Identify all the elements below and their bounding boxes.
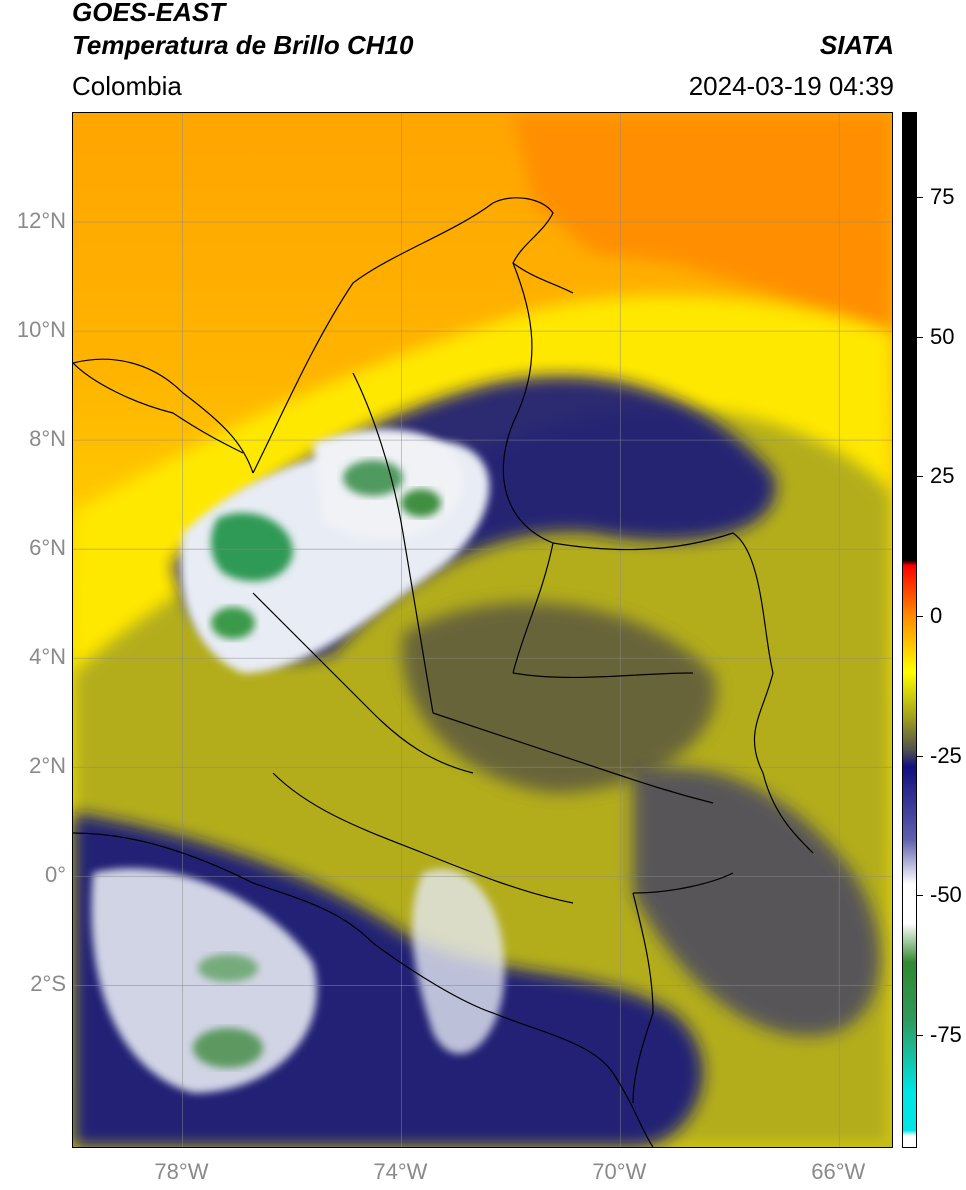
colorbar-label-0: 75 <box>930 183 955 209</box>
cold-core-5 <box>193 1028 263 1068</box>
organization-label: SIATA <box>819 30 894 60</box>
colorbar-tick-5 <box>917 895 923 897</box>
colorbar-tick-6 <box>917 1035 923 1037</box>
lon-label-2: 70°W <box>592 1159 647 1184</box>
lat-label-7: 2°S <box>30 971 66 997</box>
colorbar-gradient <box>903 113 916 1147</box>
product-title: Temperatura de Brillo CH10 <box>72 30 414 60</box>
lat-label-1: 10°N <box>16 317 66 343</box>
timestamp-label: 2024-03-19 04:39 <box>688 71 894 101</box>
border-ecuador-peru <box>73 832 654 1147</box>
colorbar-label-2: 25 <box>930 463 955 489</box>
colorbar-tick-3 <box>917 616 923 618</box>
cold-core-6 <box>198 954 258 982</box>
cold-core-3 <box>343 460 403 496</box>
colorbar-label-6: -75 <box>930 1022 962 1048</box>
lon-label-0: 78°W <box>154 1159 209 1184</box>
gray-cloud-patch <box>402 602 717 793</box>
colorbar-label-4: -25 <box>930 742 962 768</box>
lat-label-3: 6°N <box>29 535 66 561</box>
colorbar-tick-4 <box>917 755 923 757</box>
map-canvas <box>73 113 892 1147</box>
border-venezuela <box>502 262 814 854</box>
colorbar-label-1: 50 <box>930 323 955 349</box>
warm-caribbean-region <box>513 113 892 333</box>
lon-label-3: 66°W <box>811 1159 866 1184</box>
satellite-title: GOES-EAST <box>72 0 226 27</box>
country-borders <box>73 197 814 1147</box>
lat-label-0: 12°N <box>16 208 66 234</box>
cold-core-4 <box>401 489 441 517</box>
cold-core-1 <box>211 512 293 582</box>
colorbar-tick-1 <box>917 336 923 338</box>
border-brazil <box>632 872 734 1104</box>
lat-label-6: 0° <box>44 862 66 888</box>
region-label: Colombia <box>72 71 182 101</box>
cold-core-2 <box>211 607 255 639</box>
colorbar-label-3: 0 <box>930 603 943 629</box>
cold-cloud-south <box>412 869 505 1054</box>
border-inner-1 <box>252 592 474 774</box>
satellite-map <box>72 112 893 1148</box>
border-panama <box>73 362 244 454</box>
colorbar-tick-2 <box>917 476 923 478</box>
cold-cloud-southwest <box>91 868 317 1093</box>
colorbar <box>902 112 917 1148</box>
lon-label-1: 74°W <box>373 1159 428 1184</box>
border-inner-3 <box>432 712 714 804</box>
colorbar-label-5: -50 <box>930 882 962 908</box>
border-inner-5 <box>512 542 694 679</box>
lat-label-4: 4°N <box>29 644 66 670</box>
border-inner-4 <box>272 772 574 904</box>
lat-label-5: 2°N <box>29 753 66 779</box>
border-inner-2 <box>352 372 434 714</box>
colorbar-tick-0 <box>917 196 923 198</box>
lat-label-2: 8°N <box>29 426 66 452</box>
convection-east <box>633 767 881 1037</box>
